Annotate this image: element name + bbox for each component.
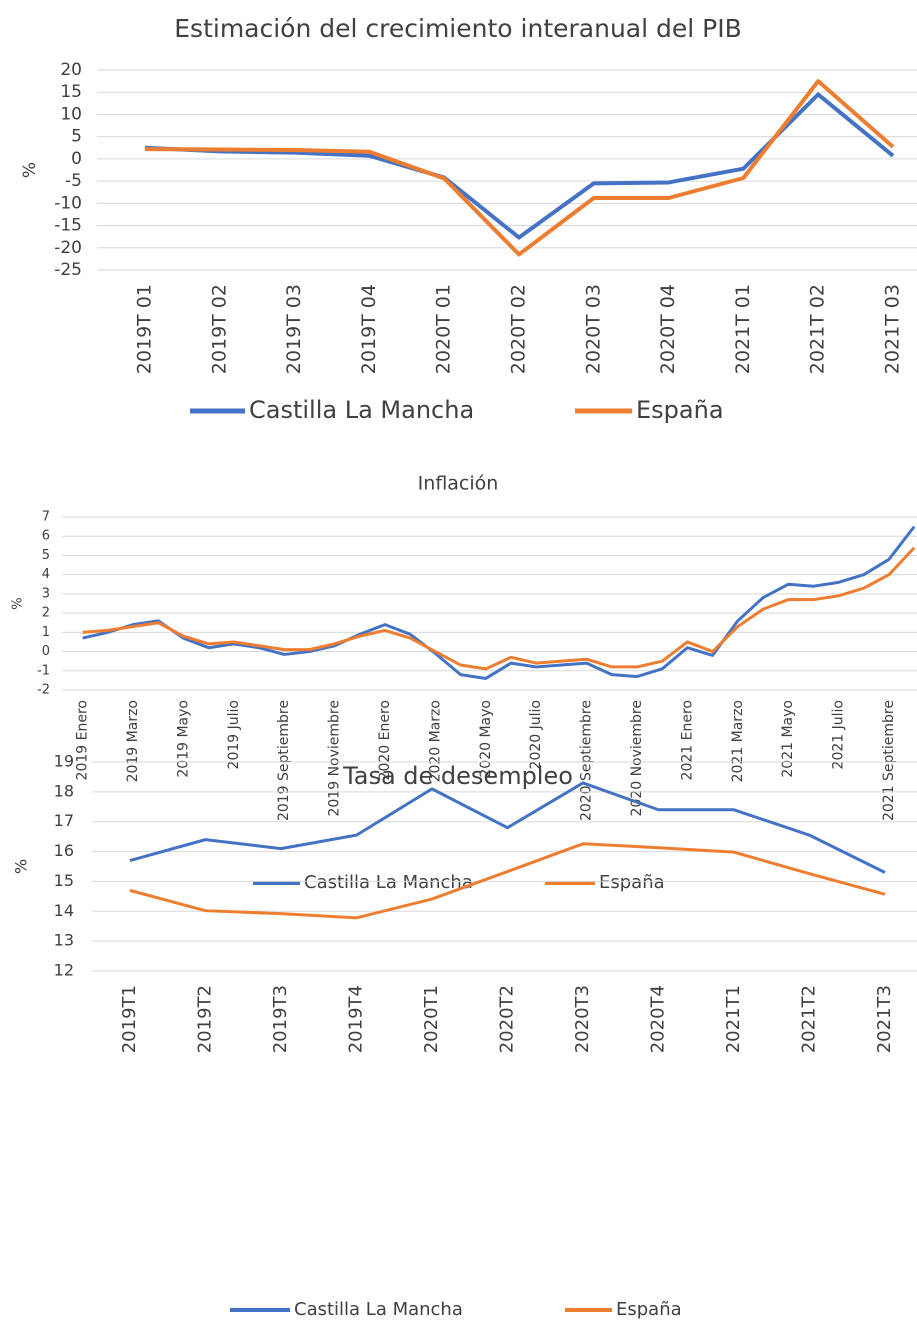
x-tick-label: 2020T2: [496, 985, 517, 1053]
x-tick-label: 2019 Julio: [226, 700, 242, 769]
x-tick-label: 2019T3: [270, 985, 291, 1053]
y-tick-label: 1: [42, 625, 50, 640]
x-tick-label: 2021T3: [874, 985, 895, 1053]
y-tick-label: 5: [71, 127, 82, 147]
y-tick-label: -5: [65, 171, 82, 191]
y-tick-label: 20: [60, 60, 82, 80]
y-tick-label: 0: [71, 149, 82, 169]
series-line: [82, 546, 916, 671]
y-tick-label: 10: [60, 104, 82, 124]
legend-label: España: [636, 396, 724, 424]
legend-label: Castilla La Mancha: [294, 1299, 463, 1320]
x-tick-label: 2020 Noviembre: [629, 700, 645, 817]
chart-title: Estimación del crecimiento interanual de…: [174, 14, 742, 43]
x-tick-label: 2020T 04: [657, 284, 679, 374]
x-tick-label: 2019T4: [345, 985, 366, 1053]
y-tick-label: 12: [54, 961, 74, 980]
y-tick-label: -10: [54, 193, 82, 213]
x-tick-label: 2021T 01: [732, 284, 754, 374]
y-tick-label: 4: [42, 567, 50, 582]
x-tick-label: 2019 Noviembre: [327, 700, 343, 817]
x-tick-label: 2020T3: [572, 985, 593, 1053]
legend-label: España: [599, 872, 665, 893]
x-tick-label: 2021T1: [723, 985, 744, 1053]
x-tick-label: 2021 Septiembre: [881, 700, 897, 821]
series-line: [144, 92, 895, 240]
x-tick-label: 2019 Mayo: [175, 700, 191, 778]
x-tick-label: 2021T 03: [882, 284, 904, 374]
x-tick-label: 2020T 01: [433, 284, 455, 374]
y-tick-label: 15: [54, 871, 74, 890]
y-tick-label: 2: [42, 606, 50, 621]
x-tick-label: 2021 Mayo: [780, 700, 796, 778]
y-tick-label: 17: [54, 811, 74, 830]
y-tick-label: -1: [37, 663, 50, 678]
y-axis-label: %: [11, 597, 26, 609]
y-tick-label: 14: [54, 901, 74, 920]
y-tick-label: 18: [54, 781, 74, 800]
y-axis-label: %: [20, 162, 40, 178]
chart: Estimación del crecimiento interanual de…: [20, 14, 917, 424]
y-tick-label: 7: [42, 510, 50, 525]
x-tick-label: 2020 Septiembre: [579, 700, 595, 821]
series-line: [144, 79, 895, 257]
chart: Inflación% -2 -1 0 1 2 3 4 5 6 7 2019 Enero 2019 Mar…: [11, 473, 917, 893]
y-tick-label: 16: [54, 841, 74, 860]
series-line: [129, 842, 886, 920]
x-tick-label: 2020 Julio: [528, 700, 544, 769]
x-tick-label: 2020T 03: [582, 284, 604, 374]
x-tick-label: 2019 Enero: [75, 700, 91, 780]
x-tick-label: 2021T2: [798, 985, 819, 1053]
chart-title: Tasa de desempleo: [342, 762, 573, 790]
y-tick-label: -25: [54, 260, 82, 280]
legend-label: Castilla La Mancha: [304, 872, 473, 893]
y-tick-label: 6: [42, 529, 50, 544]
chart-title: Inflación: [418, 473, 499, 495]
x-tick-label: 2020T1: [421, 985, 442, 1053]
y-tick-label: -2: [37, 683, 50, 698]
legend-label: España: [616, 1299, 682, 1320]
x-tick-label: 2019T1: [119, 985, 140, 1053]
y-axis-label: %: [12, 859, 31, 874]
x-tick-label: 2019T 03: [283, 284, 305, 374]
y-tick-label: -15: [54, 216, 82, 236]
x-tick-label: 2020T 02: [508, 284, 530, 374]
x-tick-label: 2020 Mayo: [478, 700, 494, 778]
x-tick-label: 2021 Enero: [679, 700, 695, 780]
series-line: [82, 525, 916, 680]
legend-label: Castilla La Mancha: [249, 396, 474, 424]
y-tick-label: 0: [42, 644, 50, 659]
x-tick-label: 2019T 02: [208, 284, 230, 374]
x-tick-label: 2019 Marzo: [125, 700, 141, 782]
y-tick-label: 19: [54, 752, 74, 771]
y-tick-label: 5: [42, 548, 50, 563]
chart: Tasa de desempleo% 12 13 14 15 16 17 18 19 2019T1…: [12, 752, 917, 1320]
series-line: [129, 781, 886, 874]
x-tick-label: 2021 Julio: [831, 700, 847, 769]
x-tick-label: 2020T4: [647, 985, 668, 1053]
y-tick-label: 3: [42, 586, 50, 601]
x-tick-label: 2021 Marzo: [730, 700, 746, 782]
y-tick-label: -20: [54, 238, 82, 258]
x-tick-label: 2021T 02: [807, 284, 829, 374]
x-tick-label: 2019T 04: [358, 284, 380, 374]
y-tick-label: 13: [54, 931, 74, 950]
x-tick-label: 2019T 01: [134, 284, 156, 374]
y-tick-label: 15: [60, 82, 82, 102]
x-tick-label: 2019 Septiembre: [276, 700, 292, 821]
x-tick-label: 2020 Enero: [377, 700, 393, 780]
x-tick-label: 2019T2: [194, 985, 215, 1053]
